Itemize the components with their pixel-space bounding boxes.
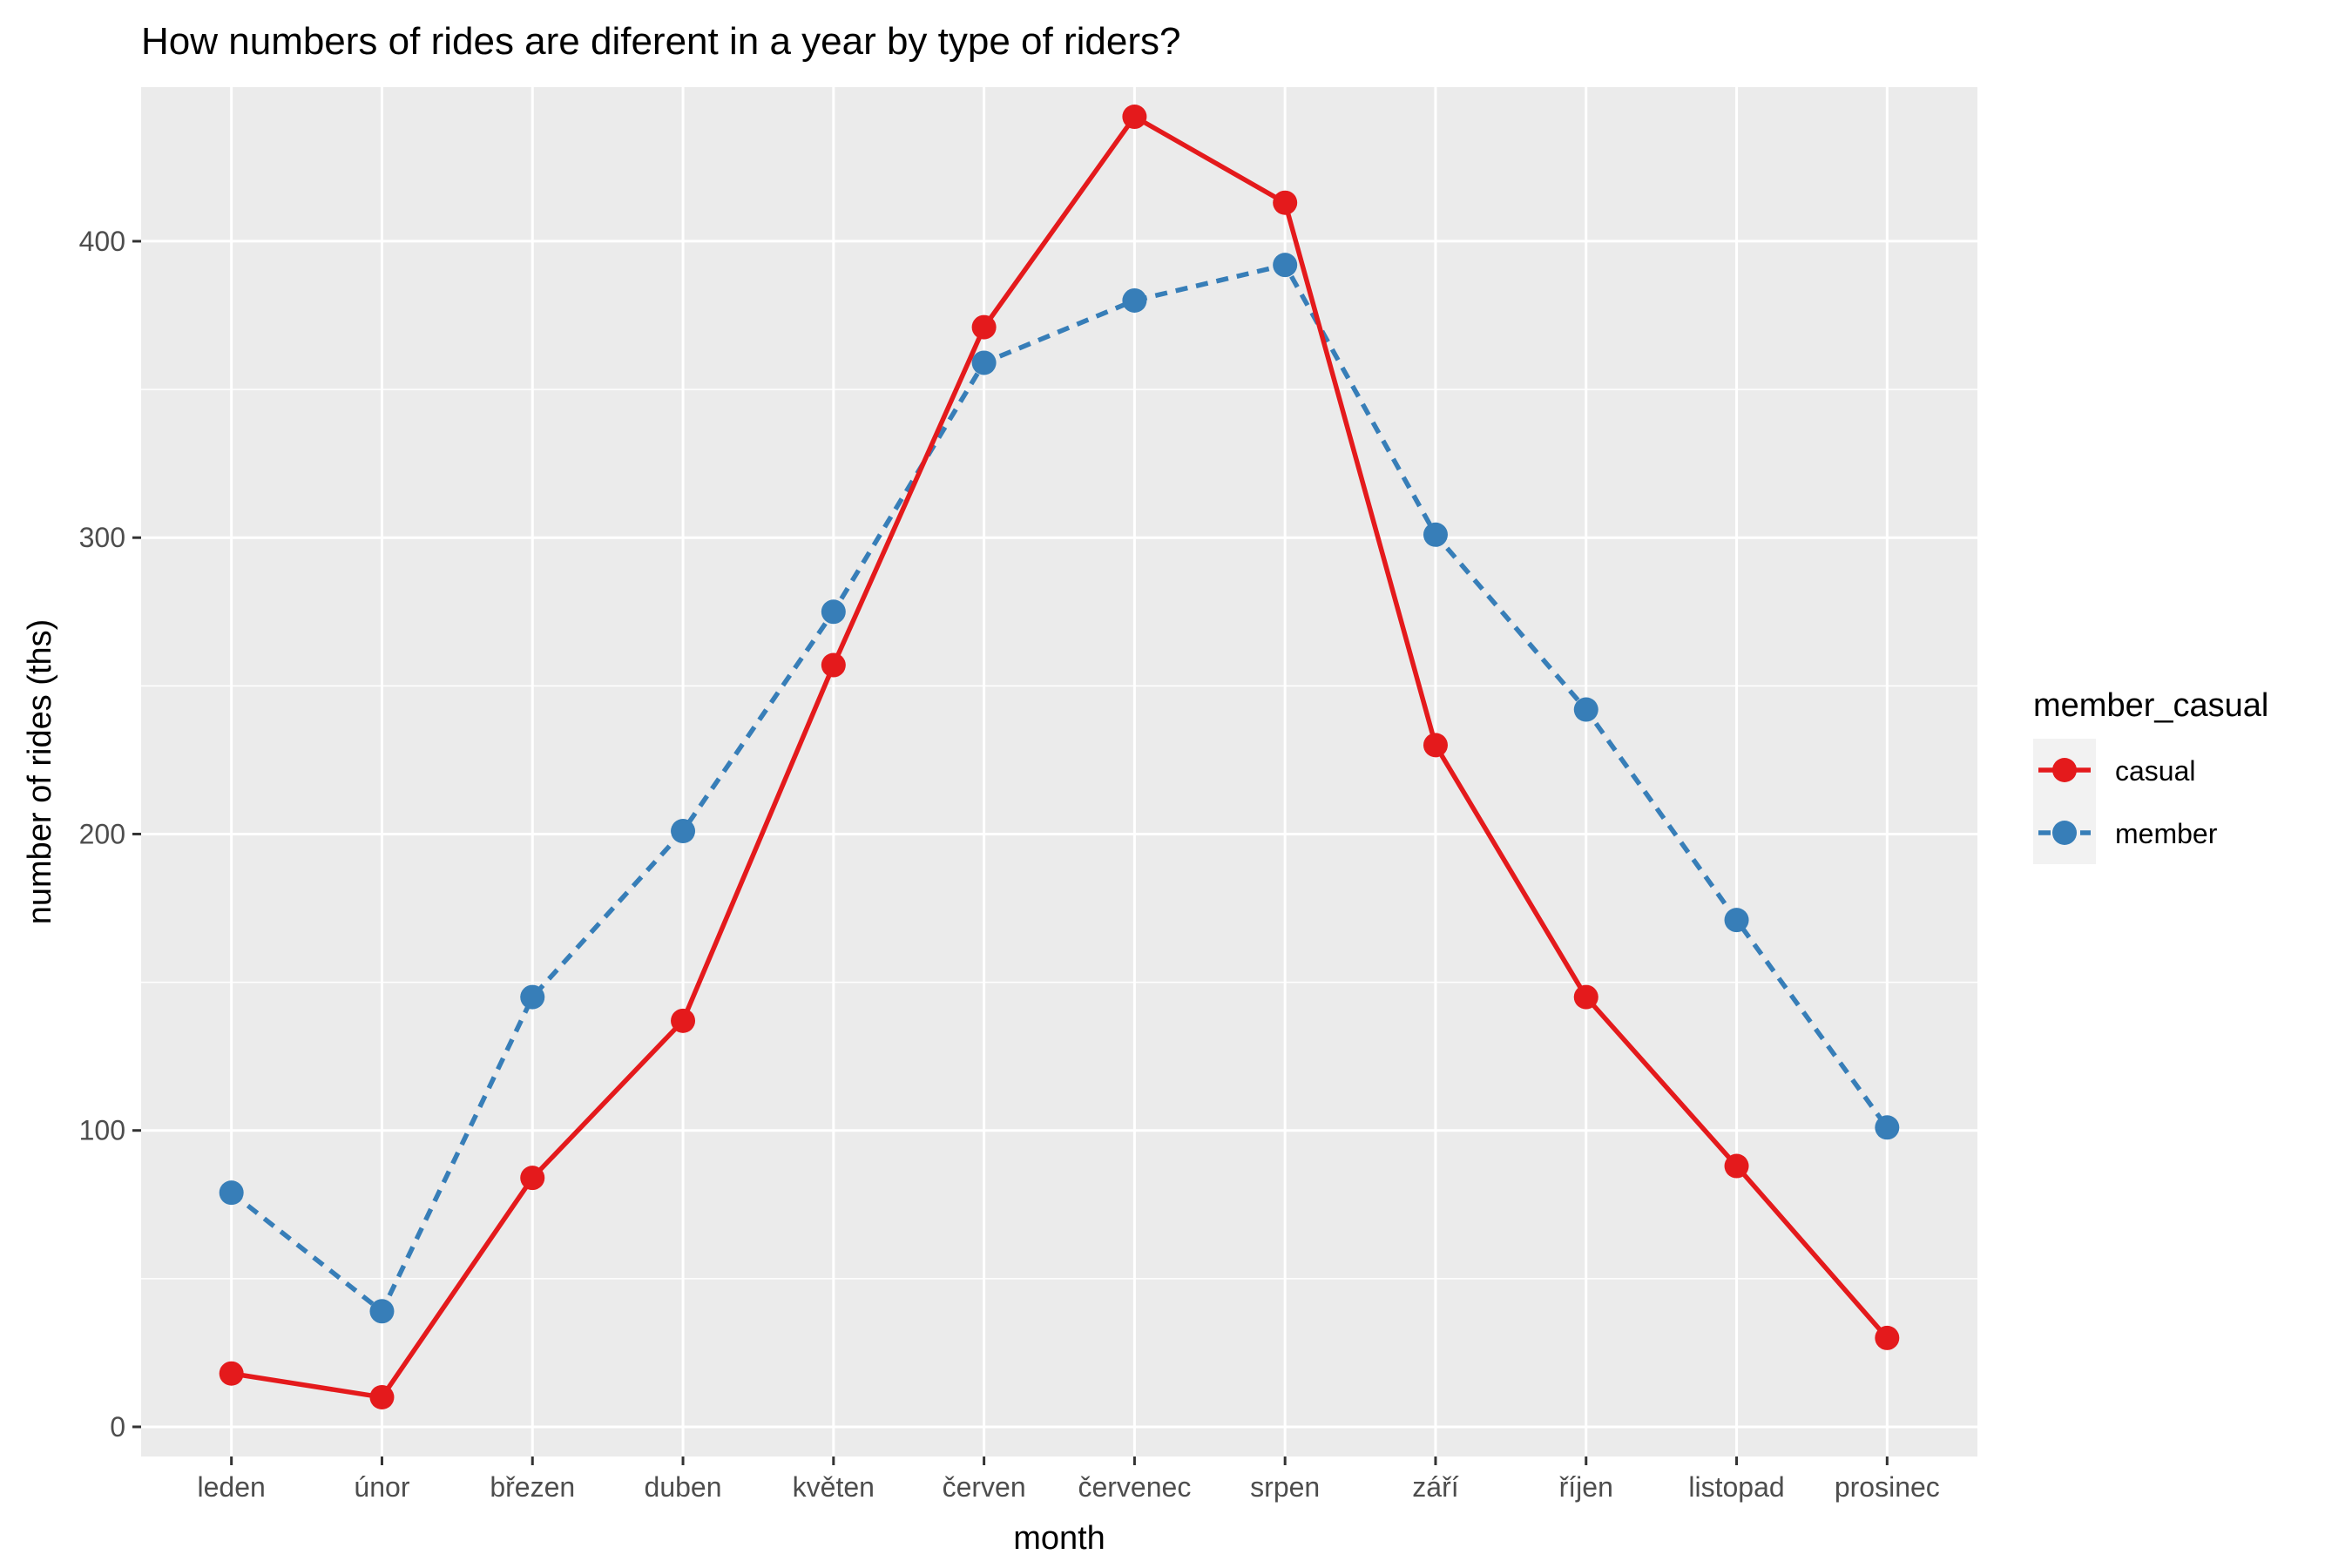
legend-label-casual: casual <box>2115 755 2196 787</box>
y-tick-label: 200 <box>79 818 125 849</box>
point-casual-červen <box>971 314 997 340</box>
x-tick-label: září <box>1412 1471 1458 1503</box>
x-tick-label: červenec <box>1078 1471 1191 1503</box>
y-tick-label: 100 <box>79 1115 125 1146</box>
point-member-červenec <box>1122 287 1147 313</box>
series-line-casual <box>231 114 1889 1400</box>
point-member-listopad <box>1724 908 1749 933</box>
x-tick-label: květen <box>793 1471 875 1503</box>
x-tick-label: srpen <box>1250 1471 1320 1503</box>
legend: member_casual casual member <box>2033 687 2268 864</box>
point-casual-prosinec <box>1875 1325 1900 1350</box>
point-casual-březen <box>520 1166 545 1191</box>
x-axis-title: month <box>1013 1520 1105 1557</box>
chart-title: How numbers of rides are diferent in a y… <box>141 20 1180 63</box>
point-casual-srpen <box>1273 190 1298 215</box>
x-axis: leden únor březen duben květen červen červenec… <box>198 1456 1940 1503</box>
y-axis-title: number of rides (ths) <box>22 619 58 925</box>
point-member-březen <box>520 984 545 1010</box>
x-tick-label: říjen <box>1559 1471 1613 1503</box>
x-tick-label: duben <box>645 1471 722 1503</box>
point-casual-listopad <box>1724 1153 1749 1179</box>
point-member-červen <box>971 350 997 375</box>
point-member-srpen <box>1273 253 1298 278</box>
legend-key-point-casual <box>2052 758 2077 782</box>
y-tick-label: 300 <box>79 522 125 553</box>
point-member-leden <box>219 1180 244 1206</box>
point-casual-září <box>1423 733 1448 758</box>
legend-key-point-member <box>2052 821 2077 845</box>
point-member-říjen <box>1573 697 1598 722</box>
point-member-květen <box>821 599 846 625</box>
point-casual-duben <box>671 1008 696 1033</box>
point-casual-únor <box>369 1384 395 1409</box>
x-tick-label: červen <box>943 1471 1026 1503</box>
legend-label-member: member <box>2115 818 2218 849</box>
series-points <box>219 105 1900 1409</box>
point-member-únor <box>369 1299 395 1324</box>
point-casual-říjen <box>1573 984 1598 1010</box>
y-tick-label: 400 <box>79 226 125 257</box>
plot-panel <box>141 87 1977 1456</box>
legend-title: member_casual <box>2033 687 2268 724</box>
x-tick-label: listopad <box>1688 1471 1784 1503</box>
major-gridlines <box>141 87 1977 1456</box>
x-tick-label: březen <box>490 1471 575 1503</box>
point-member-září <box>1423 522 1448 547</box>
minor-gridlines <box>141 389 1977 1280</box>
point-member-duben <box>671 819 696 844</box>
point-casual-červenec <box>1122 105 1147 130</box>
y-axis: 0 100 200 300 400 <box>79 226 141 1443</box>
point-casual-květen <box>821 652 846 678</box>
point-member-prosinec <box>1875 1115 1900 1140</box>
point-casual-leden <box>219 1361 244 1386</box>
series-lines <box>229 114 1889 1400</box>
y-tick-label: 0 <box>110 1411 125 1443</box>
x-tick-label: prosinec <box>1835 1471 1940 1503</box>
x-tick-label: leden <box>198 1471 266 1503</box>
legend-key-background <box>2033 739 2096 864</box>
series-line-member <box>229 262 1889 1315</box>
x-tick-label: únor <box>354 1471 409 1503</box>
